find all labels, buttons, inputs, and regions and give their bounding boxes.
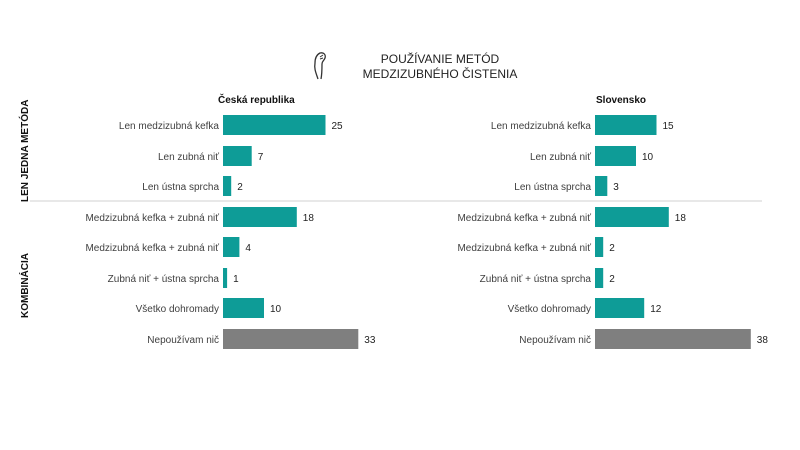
bar	[595, 207, 669, 227]
category-label: Medzizubná kefka + zubná niť	[457, 213, 591, 224]
value-label: 2	[237, 182, 243, 193]
bar	[223, 237, 240, 257]
category-label: Všetko dohromady	[508, 304, 591, 315]
value-label: 18	[303, 213, 315, 224]
bar	[223, 207, 297, 227]
category-label: Nepoužívam nič	[147, 335, 219, 346]
bar	[595, 115, 657, 135]
category-label: Medzizubná kefka + zubná niť	[457, 243, 591, 254]
category-label: Medzizubná kefka + zubná niť	[85, 243, 219, 254]
category-label: Len zubná niť	[158, 152, 219, 163]
interdental-brush-icon	[310, 49, 330, 81]
category-label: Zubná niť + ústna sprcha	[480, 274, 592, 285]
value-label: 10	[642, 152, 654, 163]
value-label: 7	[258, 152, 264, 163]
bar	[595, 176, 608, 196]
chart-title-line1: POUŽÍVANIE METÓD	[380, 52, 500, 66]
category-label: Medzizubná kefka + zubná niť	[85, 213, 219, 224]
chart-title: POUŽÍVANIE METÓD MEDZIZUBNÉHO ČISTENIA	[350, 52, 530, 82]
bar	[595, 329, 751, 349]
category-label: Len medzizubná kefka	[119, 121, 220, 132]
category-label: Len zubná niť	[530, 152, 591, 163]
category-label: Len ústna sprcha	[514, 182, 591, 193]
bar	[595, 268, 604, 288]
bar	[595, 298, 645, 318]
bar	[223, 115, 326, 135]
value-label: 4	[245, 243, 251, 254]
value-label: 15	[663, 121, 675, 132]
bar	[223, 146, 252, 166]
category-label: Zubná niť + ústna sprcha	[108, 274, 220, 285]
category-label: Len medzizubná kefka	[491, 121, 592, 132]
value-label: 2	[609, 274, 615, 285]
value-label: 3	[613, 182, 619, 193]
value-label: 12	[650, 304, 662, 315]
panel-title-cz: Česká republika	[218, 95, 295, 106]
value-label: 25	[332, 121, 344, 132]
chart-title-line2: MEDZIZUBNÉHO ČISTENIA	[362, 67, 518, 81]
value-label: 33	[364, 335, 376, 346]
panel-title-sk: Slovensko	[596, 95, 647, 106]
bar	[595, 237, 604, 257]
bar	[223, 268, 228, 288]
value-label: 18	[675, 213, 687, 224]
bar	[595, 146, 636, 166]
value-label: 1	[233, 274, 239, 285]
bar	[223, 329, 359, 349]
bar	[223, 176, 232, 196]
value-label: 2	[609, 243, 615, 254]
category-label: Všetko dohromady	[136, 304, 219, 315]
category-label: Nepoužívam nič	[519, 335, 591, 346]
value-label: 10	[270, 304, 282, 315]
value-label: 38	[757, 335, 769, 346]
bar	[223, 298, 264, 318]
category-label: Len ústna sprcha	[142, 182, 219, 193]
